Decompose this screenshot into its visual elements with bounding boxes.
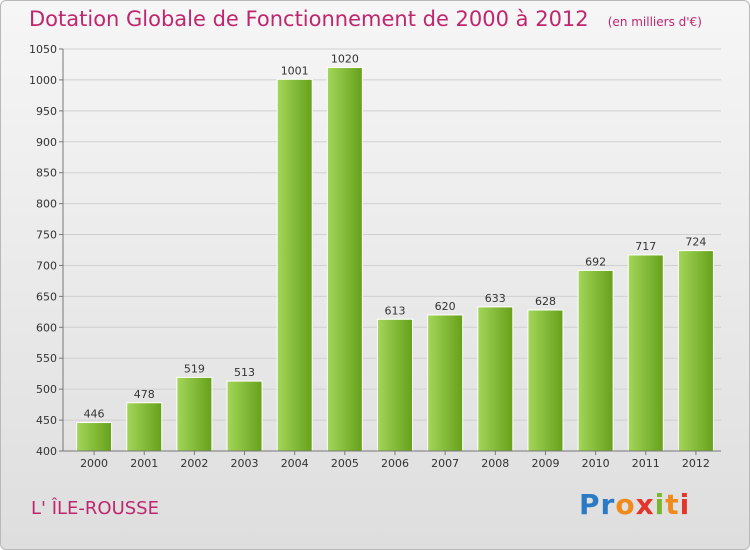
x-tick-label-2000: 2000 [80,457,108,470]
x-tick-label-2004: 2004 [281,457,309,470]
value-label-2010: 692 [585,255,606,268]
x-tick-label-2010: 2010 [582,457,610,470]
value-label-2011: 717 [635,240,656,253]
bar-2007 [427,314,464,452]
y-tick-label: 800 [36,198,57,211]
y-tick-label: 500 [36,383,57,396]
bar-2004 [276,78,313,452]
x-tick-label-2009: 2009 [531,457,559,470]
bar-2010 [577,269,614,452]
y-tick-label: 1050 [29,43,57,56]
chart-title-block: Dotation Globale de Fonctionnement de 20… [29,7,702,31]
x-tick-label-2002: 2002 [180,457,208,470]
x-tick-label-2001: 2001 [130,457,158,470]
x-tick-label-2011: 2011 [632,457,660,470]
commune-name: L' ÎLE-ROUSSE [31,498,159,519]
value-label-2009: 628 [535,295,556,308]
value-label-2005: 1020 [331,53,359,66]
bar-2000 [76,422,113,452]
bar-2006 [377,318,413,452]
bar-2003 [226,380,263,452]
chart-subtitle: (en milliers d'€) [607,15,702,29]
value-label-2006: 613 [385,304,406,317]
x-tick-label-2008: 2008 [481,457,509,470]
y-tick-label: 1000 [29,74,57,87]
chart-title: Dotation Globale de Fonctionnement de 20… [29,7,589,31]
bar-2009 [527,309,564,452]
y-tick-label: 550 [36,352,57,365]
x-tick-label-2007: 2007 [431,457,459,470]
value-label-2004: 1001 [281,64,309,77]
x-tick-label-2003: 2003 [231,457,259,470]
value-label-2003: 513 [234,366,255,379]
value-label-2012: 724 [685,236,706,249]
y-tick-label: 900 [36,136,57,149]
bar-2008 [477,306,514,452]
logo-letter: o [615,488,636,521]
logo-letter: P [579,488,601,521]
value-label-2008: 633 [485,292,506,305]
bar-2005 [326,67,363,452]
x-axis-ticks: 2000 2001 2002 2003 2004 2005 2006 2007 2008 2009… [80,451,710,470]
logo-letter: x [635,488,655,521]
bar-2002 [176,376,213,452]
y-tick-label: 450 [36,414,57,427]
y-tick-label: 700 [36,259,57,272]
logo-letter: r [600,488,616,521]
y-tick-label: 400 [36,445,57,458]
logo-letter: t [665,488,680,521]
y-tick-label: 600 [36,321,57,334]
logo-letter: i [679,488,691,521]
value-label-2001: 478 [134,388,155,401]
value-label-2002: 519 [184,362,205,375]
y-tick-label: 850 [36,167,57,180]
y-tick-label: 750 [36,229,57,242]
logo-letter: i [654,488,666,521]
x-tick-label-2005: 2005 [331,457,359,470]
x-tick-label-2012: 2012 [682,457,710,470]
x-tick-label-2006: 2006 [381,457,409,470]
bars [76,67,714,452]
y-tick-label: 950 [36,105,57,118]
bar-2001 [126,402,163,452]
bar-2011 [627,254,664,452]
value-labels: 446 478 519 513 1001 1020 613 620 633 628 692 717 72… [84,53,707,421]
bar-2012 [677,250,714,452]
y-axis-ticks: 400 450 500 550 600 650 700 750 800 850 900 950 1000… [29,43,63,458]
y-tick-label: 650 [36,290,57,303]
value-label-2000: 446 [84,408,105,421]
proxiti-logo[interactable]: Proxiti [579,488,690,521]
value-label-2007: 620 [435,300,456,313]
